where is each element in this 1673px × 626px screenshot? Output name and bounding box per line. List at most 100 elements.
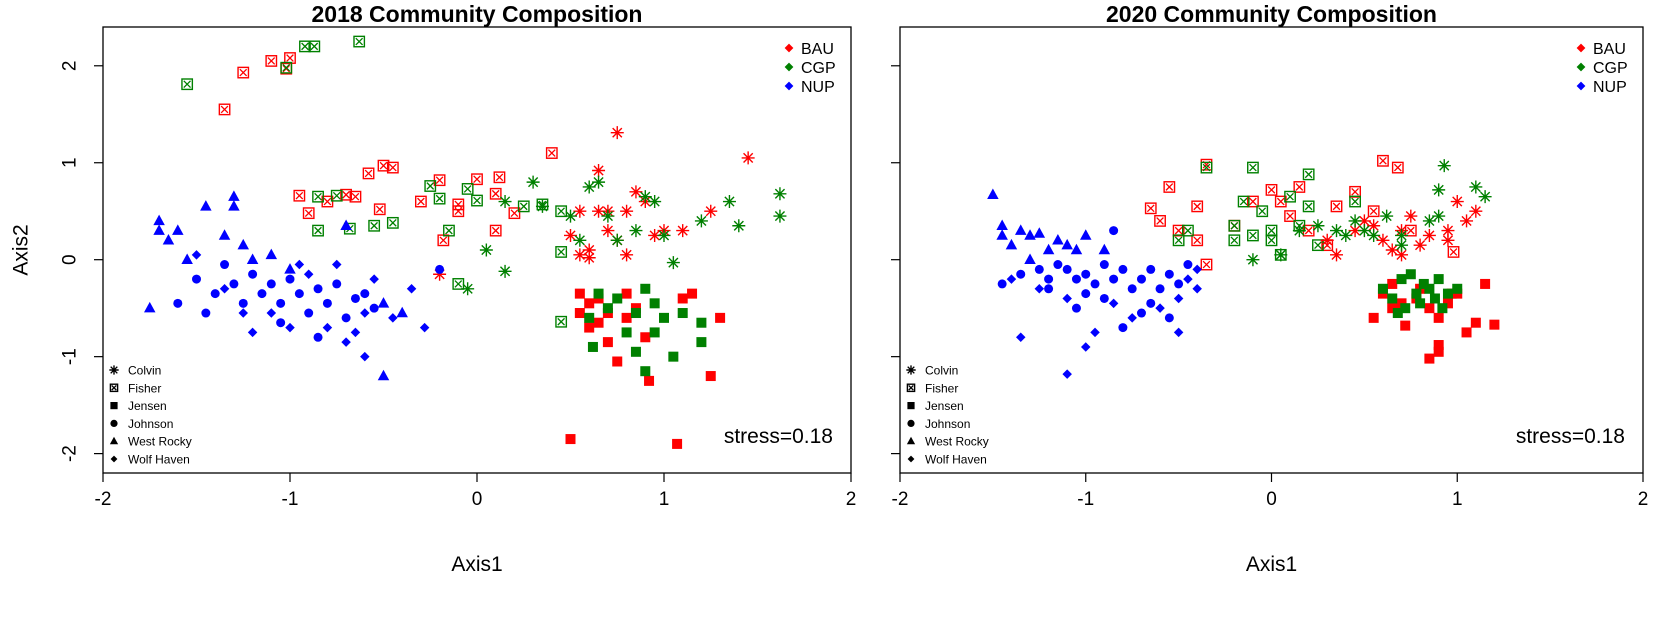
data-point [1469, 180, 1483, 194]
data-point [350, 327, 361, 338]
data-point [1098, 243, 1111, 255]
data-point [1302, 168, 1315, 181]
data-point [313, 332, 323, 342]
data-point [773, 209, 787, 223]
data-point [238, 298, 248, 308]
panel-2018: 2018 Community Composition -2 -1 0 1 2 -2 -1 0 1 2… [9, 1, 856, 576]
data-point [1441, 233, 1455, 247]
x-tick-label: 0 [1266, 489, 1277, 510]
data-point [630, 308, 641, 319]
data-point [1330, 224, 1344, 238]
data-point [330, 189, 343, 202]
data-point [1349, 185, 1361, 198]
data-point [237, 66, 250, 79]
data-point [443, 224, 455, 237]
data-point [1405, 269, 1416, 280]
data-point [1108, 298, 1119, 309]
data-point [1376, 233, 1390, 247]
site-legend-marker [906, 365, 916, 375]
data-point [1292, 224, 1306, 238]
data-point [265, 248, 278, 260]
plot-frame [899, 26, 1644, 474]
data-point [1136, 308, 1146, 318]
data-point [210, 289, 220, 299]
data-point [304, 308, 314, 318]
data-point [1146, 264, 1156, 274]
data-point [574, 288, 585, 299]
data-point [1044, 284, 1054, 294]
data-point [332, 259, 342, 270]
data-point [373, 203, 386, 216]
data-point [1191, 234, 1204, 247]
data-point [640, 332, 651, 343]
chart-title: 2020 Community Composition [1106, 1, 1437, 27]
data-point [1265, 234, 1278, 247]
data-point [1442, 288, 1453, 299]
data-point [308, 40, 321, 53]
data-point [1006, 274, 1017, 284]
data-point [1062, 369, 1072, 379]
data-point [535, 199, 549, 213]
stress-annotation: stress=0.18 [724, 425, 833, 448]
data-point [1404, 209, 1418, 223]
data-point [1385, 243, 1399, 257]
data-point [1437, 159, 1451, 173]
data-point [1395, 238, 1409, 252]
data-point [332, 279, 342, 289]
data-point [452, 205, 465, 218]
data-point [266, 308, 277, 318]
legend-marker [784, 62, 794, 72]
data-point [498, 195, 512, 209]
data-point [687, 288, 698, 299]
data-point [377, 297, 390, 308]
data-point [257, 289, 267, 299]
data-point [1452, 283, 1463, 294]
data-point [996, 229, 1008, 240]
data-point [246, 253, 259, 264]
data-point [1367, 228, 1381, 242]
data-point [1005, 238, 1018, 250]
data-point [1489, 319, 1500, 330]
data-point [1024, 253, 1036, 264]
data-point [247, 327, 258, 338]
data-point [657, 228, 671, 242]
data-point [386, 216, 399, 229]
data-point [461, 183, 474, 195]
panel-2020: 2020 Community Composition -2 -1 0 1 2 Axis1 BA… [891, 1, 1648, 576]
data-point [582, 180, 596, 194]
data-point [715, 312, 726, 323]
data-point [1432, 209, 1446, 223]
data-point [228, 190, 240, 201]
data-point [1413, 238, 1427, 252]
data-point [582, 243, 596, 257]
y-tick-label: 0 [60, 254, 81, 265]
data-point [1450, 195, 1464, 209]
data-point [1302, 200, 1315, 213]
y-tick-label: -1 [60, 348, 81, 365]
data-point [322, 322, 333, 333]
data-point [1433, 312, 1444, 323]
data-point [1293, 181, 1306, 193]
site-legend-marker [906, 383, 916, 393]
data-point [1070, 243, 1083, 255]
data-point [1071, 303, 1081, 313]
data-point [172, 224, 184, 235]
data-point [601, 224, 615, 238]
legend-marker [784, 43, 794, 53]
data-point [1367, 219, 1381, 233]
site-legend-marker [110, 455, 118, 463]
legend-label: NUP [1593, 79, 1627, 96]
data-point [1155, 284, 1165, 294]
data-point [1330, 200, 1343, 213]
data-point [1146, 298, 1156, 308]
data-point [406, 284, 417, 294]
data-point [1081, 269, 1091, 279]
data-point [677, 293, 688, 304]
data-point [498, 264, 512, 278]
data-point [1424, 283, 1435, 294]
data-point [489, 224, 502, 237]
data-point [620, 204, 634, 218]
data-point [294, 289, 304, 299]
data-point [1034, 284, 1045, 294]
